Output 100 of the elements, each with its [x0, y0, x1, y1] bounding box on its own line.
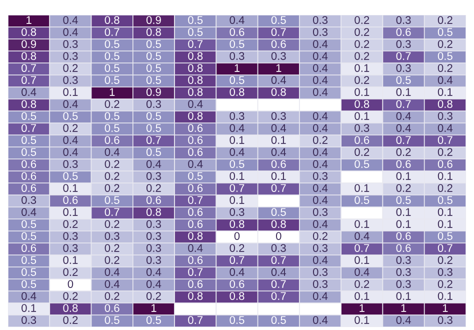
- data-label: 0.5: [104, 196, 120, 204]
- data-label: 0.5: [188, 16, 203, 24]
- data-label: 0.1: [438, 220, 452, 228]
- data-label: 0.6: [438, 160, 452, 168]
- data-label: 0.7: [104, 28, 120, 36]
- data-label: 0.2: [438, 64, 452, 72]
- data-label: 0.4: [271, 268, 286, 276]
- data-label: 0.5: [271, 16, 286, 24]
- data-label: 0.2: [104, 172, 120, 180]
- data-label: 0.7: [188, 316, 203, 324]
- data-label: 0.4: [271, 148, 286, 156]
- data-label: 0.2: [104, 292, 120, 300]
- data-label: 0.6: [230, 280, 244, 288]
- data-label: 0.2: [354, 16, 370, 24]
- data-label: 0.7: [271, 280, 286, 288]
- data-label: 0.7: [438, 136, 452, 144]
- data-label: 0.4: [63, 136, 78, 144]
- data-label: 0.7: [188, 40, 203, 48]
- data-label: 0.2: [104, 160, 120, 168]
- data-label: 0.7: [22, 64, 36, 72]
- data-label: 0.5: [188, 172, 203, 180]
- data-label: 0.4: [354, 268, 370, 276]
- data-label: 0.3: [396, 64, 411, 72]
- data-label: 0.7: [271, 256, 286, 264]
- data-label: 0.6: [396, 160, 411, 168]
- data-label: 0.1: [396, 88, 411, 96]
- data-label: 0.5: [230, 40, 244, 48]
- data-label: 1: [276, 64, 282, 72]
- data-label: 0.3: [354, 124, 370, 132]
- data-label: 0.6: [22, 244, 36, 252]
- data-label: 0.4: [312, 160, 328, 168]
- data-label: 0.2: [354, 52, 370, 60]
- data-label: 0.1: [354, 256, 370, 264]
- data-label: 0.2: [104, 184, 120, 192]
- data-label: 0.3: [22, 316, 36, 324]
- data-label: 0.7: [104, 208, 120, 216]
- data-label: 0.6: [188, 256, 203, 264]
- data-label: 0.2: [63, 292, 78, 300]
- data-label: 0.8: [146, 208, 161, 216]
- data-label: 0.6: [396, 244, 411, 252]
- data-label: 0.2: [354, 148, 370, 156]
- data-label: 0.5: [22, 136, 36, 144]
- data-label: 0.8: [22, 28, 36, 36]
- data-label: 0.4: [22, 88, 36, 96]
- data-label: 0.6: [230, 28, 244, 36]
- data-label: 0.2: [438, 184, 452, 192]
- data-label: 1: [110, 88, 115, 96]
- data-label: 0.3: [271, 112, 286, 120]
- data-label: 0.6: [188, 124, 203, 132]
- data-label: 0.3: [63, 76, 78, 84]
- data-label: 0.3: [271, 52, 286, 60]
- data-label: 0.4: [312, 220, 328, 228]
- data-label: 0.1: [354, 220, 370, 228]
- data-label: 0.5: [438, 196, 452, 204]
- data-label: 0.7: [230, 184, 244, 192]
- data-label: 0.5: [146, 64, 161, 72]
- data-label: 0.3: [22, 196, 36, 204]
- data-label: 0.7: [396, 100, 411, 108]
- data-label: 0.4: [396, 316, 411, 324]
- data-label: 1: [151, 304, 156, 312]
- data-label: 0.2: [438, 40, 452, 48]
- data-label: 0.4: [63, 28, 78, 36]
- data-label: 0.4: [146, 280, 162, 288]
- data-label: 0.1: [354, 64, 370, 72]
- data-label: 0.4: [312, 112, 328, 120]
- data-label: 0.9: [146, 16, 161, 24]
- data-label: 0.5: [230, 76, 244, 84]
- data-label: 0.2: [438, 148, 452, 156]
- data-label: 0.4: [146, 268, 162, 276]
- data-label: 0.4: [396, 124, 411, 132]
- data-label: 0.8: [438, 100, 452, 108]
- data-label: 0.6: [188, 208, 203, 216]
- data-label: 0.6: [22, 172, 36, 180]
- data-label: 0.1: [271, 172, 286, 180]
- data-label: 0.4: [104, 148, 120, 156]
- data-label: 0.5: [146, 316, 161, 324]
- data-label: 0.1: [63, 208, 78, 216]
- data-label: 0.6: [188, 280, 203, 288]
- data-label: 0.8: [188, 64, 203, 72]
- data-label: 0.5: [146, 40, 161, 48]
- data-label: 0.2: [63, 124, 78, 132]
- data-label: 0.7: [22, 76, 36, 84]
- data-label: 0.6: [63, 196, 78, 204]
- data-label: 0.2: [104, 244, 120, 252]
- data-label: 1: [360, 304, 364, 312]
- data-label: 0.5: [22, 220, 36, 228]
- data-label: 0.4: [230, 148, 244, 156]
- data-label: 0.6: [188, 148, 203, 156]
- data-label: 0.8: [63, 304, 78, 312]
- data-label: 0.4: [188, 160, 203, 168]
- data-label: 0.3: [146, 256, 161, 264]
- data-label: 0.4: [63, 16, 78, 24]
- data-label: 0.4: [146, 160, 162, 168]
- data-label: 0.1: [63, 184, 78, 192]
- data-label: 0.4: [312, 196, 328, 204]
- data-label: 0.7: [271, 184, 286, 192]
- data-label: 0.3: [63, 52, 78, 60]
- data-label: 0.8: [188, 292, 203, 300]
- data-label: 0.6: [188, 184, 203, 192]
- data-label: 0.2: [354, 76, 370, 84]
